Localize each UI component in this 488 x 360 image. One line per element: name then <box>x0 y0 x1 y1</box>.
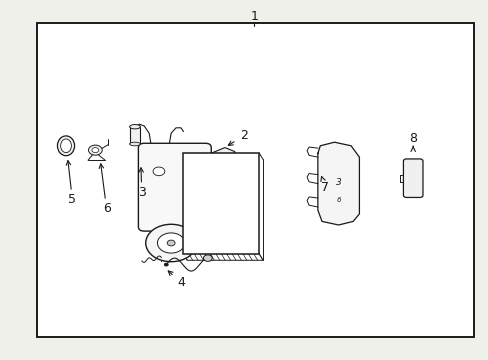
Text: 6: 6 <box>336 197 340 203</box>
Text: 1: 1 <box>250 10 258 23</box>
Circle shape <box>88 145 102 155</box>
Circle shape <box>145 224 196 262</box>
Bar <box>37 23 473 337</box>
Text: 6: 6 <box>102 202 110 215</box>
FancyBboxPatch shape <box>138 143 211 231</box>
Circle shape <box>92 148 99 153</box>
Polygon shape <box>317 142 359 225</box>
Bar <box>183 153 259 254</box>
Text: 3: 3 <box>138 186 145 199</box>
Ellipse shape <box>129 125 140 129</box>
Polygon shape <box>205 148 237 183</box>
Circle shape <box>203 255 212 261</box>
Circle shape <box>157 233 184 253</box>
Text: 4: 4 <box>177 276 184 289</box>
Ellipse shape <box>129 142 140 146</box>
Text: 8: 8 <box>408 132 416 145</box>
Circle shape <box>164 263 168 266</box>
Circle shape <box>153 167 164 176</box>
Text: 3: 3 <box>335 177 341 186</box>
FancyBboxPatch shape <box>403 159 422 197</box>
Text: 5: 5 <box>68 193 76 206</box>
Text: 2: 2 <box>240 129 248 141</box>
Text: 7: 7 <box>321 181 328 194</box>
Ellipse shape <box>61 139 71 153</box>
Circle shape <box>167 240 175 246</box>
Ellipse shape <box>58 136 75 156</box>
Bar <box>129 127 140 144</box>
